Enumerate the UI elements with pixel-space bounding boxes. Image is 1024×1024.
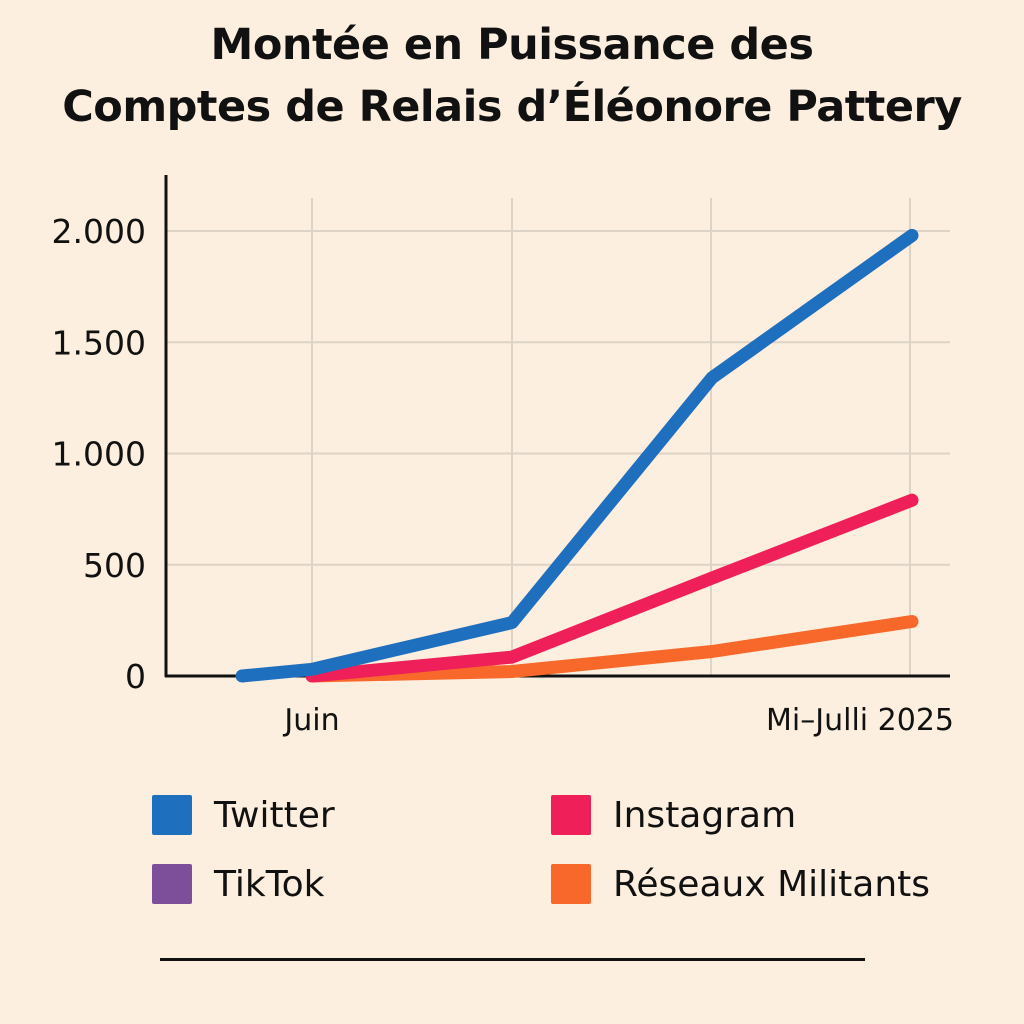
legend-swatch-instagram <box>551 795 591 835</box>
grid <box>166 198 950 676</box>
y-tick-label: 1.000 <box>52 435 146 474</box>
chart-title-line-2: Comptes de Relais d’Éléonore Pattery <box>62 82 962 132</box>
series-line-twitter <box>235 228 919 683</box>
series-lines <box>235 228 919 683</box>
y-tick-label: 500 <box>83 546 146 585</box>
bottom-divider <box>160 958 865 961</box>
legend-label-reseaux-militants: Réseaux Militants <box>613 863 931 905</box>
legend-swatch-reseaux-militants <box>551 864 591 904</box>
legend-item-twitter: Twitter <box>152 793 335 837</box>
tick-labels: 0 500 1.000 1.500 2.000 Juin Mi–Julli 2025 <box>52 212 954 738</box>
x-tick-label: Juin <box>282 703 339 738</box>
chart-title-line-1: Montée en Puissance des <box>210 20 814 70</box>
legend-label-tiktok: TikTok <box>214 863 325 905</box>
x-tick-label: Mi–Julli 2025 <box>766 703 954 738</box>
legend-label-instagram: Instagram <box>613 794 797 836</box>
legend-label-twitter: Twitter <box>214 794 335 836</box>
series-line-r-seaux-militants <box>305 615 919 683</box>
legend-swatch-tiktok <box>152 864 192 904</box>
y-tick-label: 2.000 <box>52 212 146 251</box>
legend-swatch-twitter <box>152 795 192 835</box>
chart-title: Montée en Puissance des Comptes de Relai… <box>0 14 1024 138</box>
legend-item-tiktok: TikTok <box>152 862 324 906</box>
legend-item-instagram: Instagram <box>551 793 796 837</box>
series-line-instagram <box>305 493 919 683</box>
y-tick-label: 1.500 <box>52 323 146 362</box>
legend-item-reseaux-militants: Réseaux Militants <box>551 862 930 906</box>
y-tick-label: 0 <box>125 657 146 696</box>
axes <box>164 175 950 678</box>
